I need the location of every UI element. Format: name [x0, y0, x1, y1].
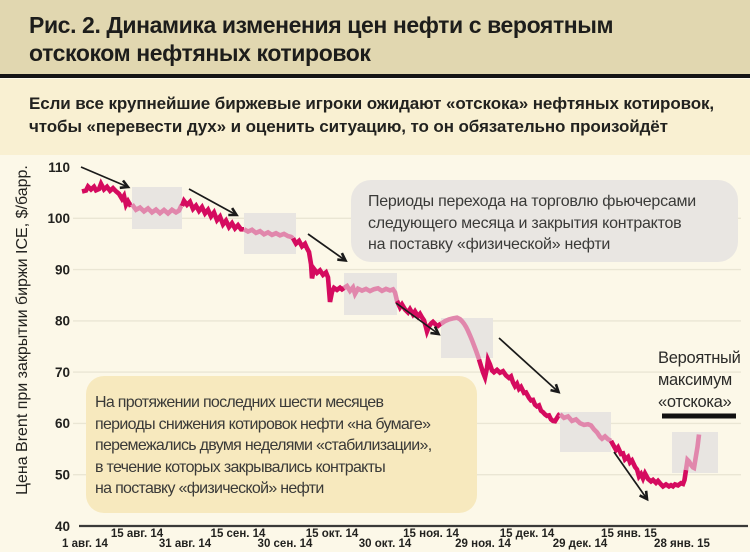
- svg-text:31 авг. 14: 31 авг. 14: [159, 538, 212, 550]
- svg-text:1 авг. 14: 1 авг. 14: [62, 538, 108, 550]
- svg-text:80: 80: [55, 314, 70, 329]
- svg-text:100: 100: [47, 211, 70, 226]
- svg-text:15 окт. 14: 15 окт. 14: [306, 528, 359, 540]
- svg-text:15 сен. 14: 15 сен. 14: [211, 528, 267, 540]
- svg-text:Цена Brent при закрытии биржи: Цена Brent при закрытии биржи ICE, $/бар…: [14, 165, 31, 495]
- svg-text:28 янв. 15: 28 янв. 15: [654, 538, 710, 550]
- svg-text:40: 40: [55, 519, 70, 534]
- svg-text:15 янв. 15: 15 янв. 15: [601, 528, 657, 540]
- svg-text:15 ноя. 14: 15 ноя. 14: [403, 528, 459, 540]
- svg-text:70: 70: [55, 365, 70, 380]
- svg-text:29 ноя. 14: 29 ноя. 14: [455, 538, 511, 550]
- svg-text:30 сен. 14: 30 сен. 14: [258, 538, 314, 550]
- svg-text:110: 110: [48, 160, 70, 175]
- svg-text:30 окт. 14: 30 окт. 14: [359, 538, 412, 550]
- svg-text:15 дек. 14: 15 дек. 14: [500, 528, 555, 540]
- svg-text:15 авг. 14: 15 авг. 14: [111, 528, 164, 540]
- svg-text:50: 50: [55, 468, 70, 483]
- svg-text:90: 90: [55, 262, 70, 277]
- svg-text:29 дек. 14: 29 дек. 14: [553, 538, 608, 550]
- svg-text:60: 60: [55, 416, 70, 431]
